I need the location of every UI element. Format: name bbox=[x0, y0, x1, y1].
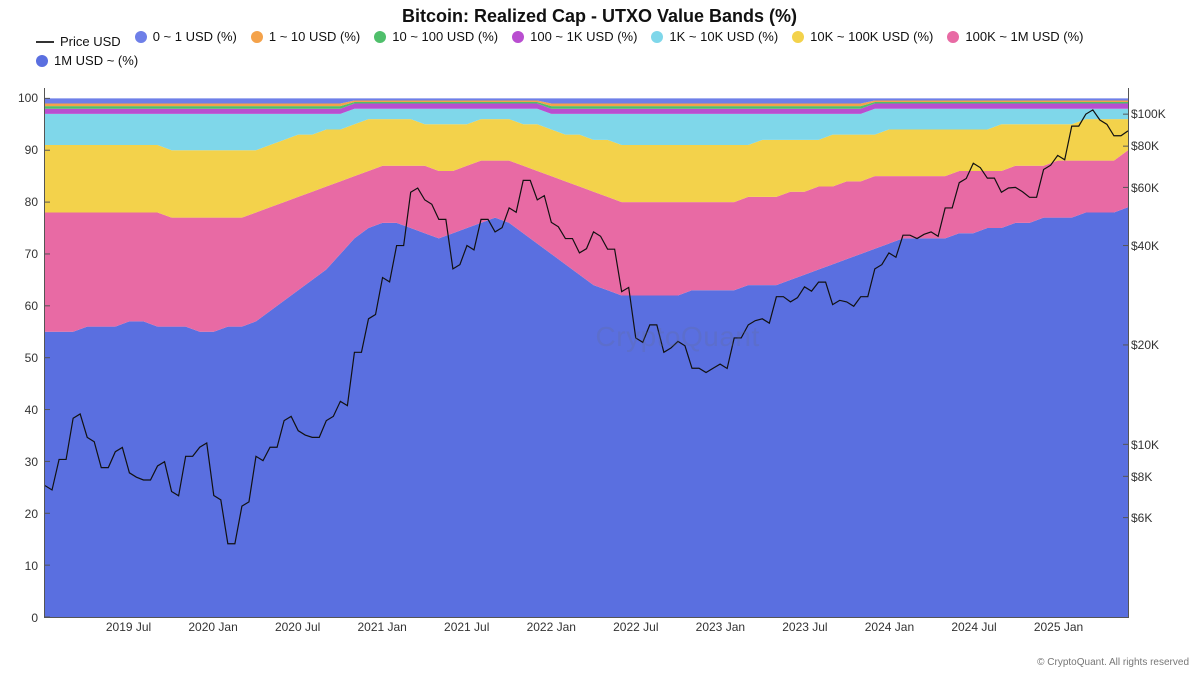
line-swatch-icon bbox=[36, 41, 54, 43]
copyright: © CryptoQuant. All rights reserved bbox=[1037, 657, 1189, 668]
color-swatch-icon bbox=[374, 31, 386, 43]
x-tick: 2024 Jan bbox=[865, 620, 914, 634]
legend: Price USD 0 ~ 1 USD (%) 1 ~ 10 USD (%) 10 ~… bbox=[36, 28, 1179, 73]
x-tick: 2020 Jul bbox=[275, 620, 320, 634]
y-right-tick: $80K bbox=[1131, 139, 1159, 153]
y-left-tick: 50 bbox=[25, 351, 38, 365]
x-tick: 2024 Jul bbox=[951, 620, 996, 634]
legend-label: 10 ~ 100 USD (%) bbox=[392, 28, 498, 47]
y-right-tick: $8K bbox=[1131, 470, 1152, 484]
color-swatch-icon bbox=[947, 31, 959, 43]
y-left-tick: 90 bbox=[25, 143, 38, 157]
x-tick: 2023 Jul bbox=[782, 620, 827, 634]
x-tick: 2021 Jan bbox=[357, 620, 406, 634]
legend-label: 0 ~ 1 USD (%) bbox=[153, 28, 237, 47]
y-right-axis: $6K $8K $10K $20K $40K $60K $80K $100K bbox=[1129, 88, 1199, 618]
y-left-tick: 10 bbox=[25, 559, 38, 573]
x-tick: 2021 Jul bbox=[444, 620, 489, 634]
y-left-tick: 0 bbox=[31, 611, 38, 625]
y-right-tick: $60K bbox=[1131, 181, 1159, 195]
y-left-tick: 100 bbox=[18, 91, 38, 105]
legend-label: 100 ~ 1K USD (%) bbox=[530, 28, 637, 47]
y-left-tick: 20 bbox=[25, 507, 38, 521]
chart-title: Bitcoin: Realized Cap - UTXO Value Bands… bbox=[0, 6, 1199, 27]
color-swatch-icon bbox=[651, 31, 663, 43]
y-left-tick: 60 bbox=[25, 299, 38, 313]
legend-item: 1M USD ~ (%) bbox=[36, 52, 138, 71]
y-left-axis: 0102030405060708090100 bbox=[0, 88, 40, 618]
y-left-tick: 40 bbox=[25, 403, 38, 417]
color-swatch-icon bbox=[135, 31, 147, 43]
legend-item: 100 ~ 1K USD (%) bbox=[512, 28, 637, 47]
legend-label: 100K ~ 1M USD (%) bbox=[965, 28, 1083, 47]
legend-item: 0 ~ 1 USD (%) bbox=[135, 28, 237, 47]
y-left-tick: 80 bbox=[25, 195, 38, 209]
y-left-tick: 30 bbox=[25, 455, 38, 469]
legend-item: 1 ~ 10 USD (%) bbox=[251, 28, 360, 47]
color-swatch-icon bbox=[512, 31, 524, 43]
y-right-tick: $20K bbox=[1131, 338, 1159, 352]
y-left-tick: 70 bbox=[25, 247, 38, 261]
x-tick: 2022 Jan bbox=[527, 620, 576, 634]
legend-item: 1K ~ 10K USD (%) bbox=[651, 28, 778, 47]
y-right-tick: $10K bbox=[1131, 438, 1159, 452]
legend-label: 1K ~ 10K USD (%) bbox=[669, 28, 778, 47]
color-swatch-icon bbox=[36, 55, 48, 67]
legend-item: Price USD bbox=[36, 33, 121, 52]
x-tick: 2022 Jul bbox=[613, 620, 658, 634]
x-tick: 2025 Jan bbox=[1034, 620, 1083, 634]
legend-item: 100K ~ 1M USD (%) bbox=[947, 28, 1083, 47]
legend-label: 1 ~ 10 USD (%) bbox=[269, 28, 360, 47]
plot-area: CryptoQuant bbox=[44, 88, 1129, 618]
x-tick: 2020 Jan bbox=[188, 620, 237, 634]
x-axis: 2019 Jul 2020 Jan 2020 Jul 2021 Jan 2021 Jul… bbox=[44, 618, 1129, 648]
legend-label: Price USD bbox=[60, 33, 121, 52]
legend-label: 10K ~ 100K USD (%) bbox=[810, 28, 933, 47]
legend-item: 10 ~ 100 USD (%) bbox=[374, 28, 498, 47]
y-right-tick: $6K bbox=[1131, 511, 1152, 525]
legend-label: 1M USD ~ (%) bbox=[54, 52, 138, 71]
y-right-tick: $40K bbox=[1131, 239, 1159, 253]
legend-item: 10K ~ 100K USD (%) bbox=[792, 28, 933, 47]
chart-container: Bitcoin: Realized Cap - UTXO Value Bands… bbox=[0, 0, 1199, 674]
y-right-tick: $100K bbox=[1131, 107, 1166, 121]
x-tick: 2019 Jul bbox=[106, 620, 151, 634]
color-swatch-icon bbox=[251, 31, 263, 43]
x-tick: 2023 Jan bbox=[696, 620, 745, 634]
color-swatch-icon bbox=[792, 31, 804, 43]
